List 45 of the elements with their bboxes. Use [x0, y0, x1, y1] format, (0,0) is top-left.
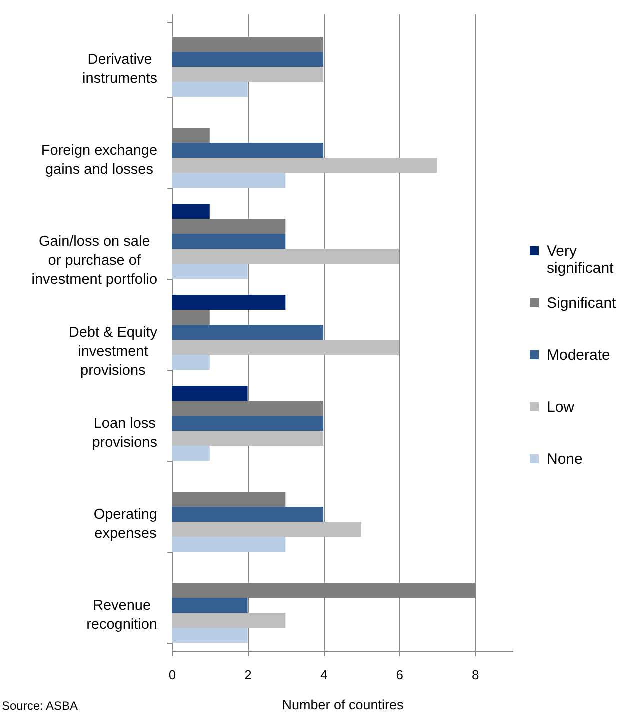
bar: [172, 354, 210, 370]
bar: [172, 249, 400, 264]
legend-label: Significant: [547, 294, 618, 312]
bar: [172, 507, 324, 522]
bar: [172, 431, 324, 446]
bar: [172, 143, 324, 158]
bar: [172, 386, 248, 402]
legend-label: None: [547, 450, 583, 468]
y-tick-label: Revenue recognition: [86, 598, 158, 633]
y-tick-label: Operating expenses: [94, 507, 158, 542]
legend-label: Low: [547, 398, 575, 416]
x-tick-label: 6: [396, 668, 404, 682]
x-tick-label: 0: [168, 668, 176, 682]
bar: [172, 264, 248, 279]
bar: [172, 158, 438, 173]
bar: [172, 416, 324, 431]
bar: [172, 234, 286, 249]
source-note: Source: ASBA: [2, 699, 78, 713]
bar: [172, 172, 286, 188]
x-tick-label: 2: [244, 668, 252, 682]
bar: [172, 628, 248, 643]
bar: [172, 52, 324, 67]
y-tick-label: Debt & Equity investment provisions: [68, 325, 158, 379]
legend-label: Moderate: [547, 346, 610, 364]
bar: [172, 310, 210, 325]
bar: [172, 340, 400, 355]
bar: [172, 522, 362, 537]
bar: [172, 204, 210, 220]
x-tick-label: 8: [472, 668, 480, 682]
y-tick-label: Loan loss provisions: [92, 416, 158, 451]
bar: [172, 325, 324, 340]
y-tick-label: Derivative instruments: [82, 52, 158, 87]
legend-label: Very significant: [547, 242, 615, 277]
y-tick-label: Gain/loss on sale or purchase of investment portfolio: [32, 234, 158, 288]
y-tick-label: Foreign exchange gains and losses: [41, 143, 158, 178]
bar: [172, 446, 210, 461]
bar: [172, 613, 286, 628]
bar: [172, 598, 248, 613]
bar: [172, 67, 324, 82]
bar: [172, 128, 210, 143]
x-axis-title: Number of countires: [282, 698, 404, 712]
bar: [172, 82, 248, 97]
x-tick-label: 4: [320, 668, 328, 682]
bar: [172, 295, 286, 310]
bar: [172, 536, 286, 552]
